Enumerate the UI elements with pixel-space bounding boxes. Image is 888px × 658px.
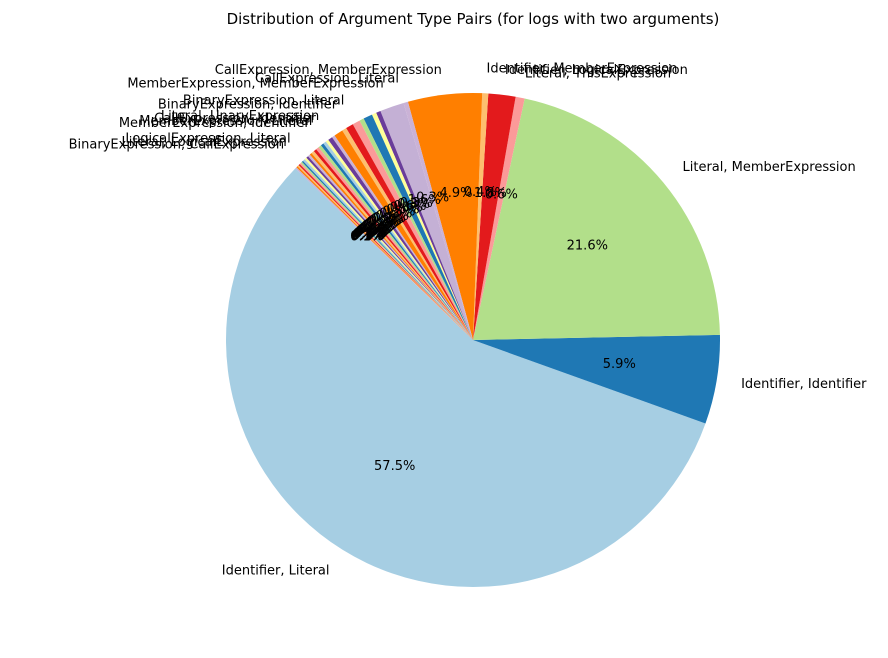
slice-percent-label: 0.6% — [393, 199, 426, 214]
slice-percent-label: 0.1% — [355, 225, 388, 240]
slice-percent-label: 0.5% — [386, 202, 419, 217]
pie-slice — [301, 160, 473, 340]
slice-percent-label: 0.1% — [351, 229, 384, 244]
pie-slice — [318, 145, 473, 340]
slice-percent-label: 0.1% — [357, 223, 390, 238]
slice-category-label: Literal, UnaryExpression — [161, 109, 319, 124]
slice-percent-label: 21.6% — [567, 239, 608, 254]
slice-percent-label: 0.1% — [358, 222, 391, 237]
pie-slice — [473, 93, 489, 340]
slice-category-label: Identifier, Literal — [222, 564, 330, 579]
slice-percent-label: 0.2% — [366, 216, 399, 231]
slice-category-label: BinaryExpression, Literal — [183, 94, 344, 109]
chart-title: Distribution of Argument Type Pairs (for… — [227, 10, 720, 28]
slice-category-label: CallExpression, MemberExpression — [215, 63, 442, 78]
slice-percent-label: 0.3% — [371, 212, 404, 227]
slice-percent-label: 0.2% — [367, 215, 400, 230]
slice-percent-label: 0.3% — [379, 207, 412, 222]
pie-slice — [308, 154, 473, 340]
pie-slice — [300, 161, 473, 340]
pie-slice — [473, 98, 720, 340]
slice-percent-label: 4.9% — [439, 186, 472, 201]
slice-percent-label: 0.3% — [416, 190, 449, 205]
slice-percent-label: 1.6% — [408, 193, 441, 208]
slice-percent-label: 0.1% — [353, 227, 386, 242]
slice-category-label: Literal, ThisExpression — [525, 66, 671, 81]
percent-labels: 57.5%5.9%21.6%0.6%1.8%0.4%4.9%0.3%1.6%0.… — [350, 185, 636, 474]
pie-slice — [328, 137, 473, 340]
slice-category-label: BinaryExpression, CallExpression — [69, 138, 284, 153]
pie-slice — [380, 102, 473, 340]
pie-slice — [299, 163, 473, 340]
slice-percent-label: 0.3% — [400, 196, 433, 211]
pie-slice — [323, 141, 473, 340]
pie-slice — [225, 168, 706, 587]
pie-slice — [403, 101, 473, 340]
pie-slice — [473, 96, 525, 341]
pie-slice — [313, 149, 473, 340]
slice-percent-label: 0.2% — [360, 220, 393, 235]
pie-slice — [473, 93, 516, 340]
slice-percent-label: 0.1% — [354, 226, 387, 241]
slice-category-label: MemberExpression, Identifier — [119, 116, 311, 131]
pie-slice — [371, 112, 473, 340]
slice-percent-label: 0.1% — [359, 221, 392, 236]
pie-slice — [325, 139, 473, 340]
pie-slice — [334, 130, 473, 340]
pie-slices — [225, 93, 721, 587]
pie-slice — [309, 153, 473, 340]
pie-slice — [296, 166, 473, 340]
slice-category-label: LogicalExpression, Literal — [125, 132, 290, 147]
pie-slice — [407, 93, 483, 341]
slice-percent-label: 0.2% — [373, 211, 406, 226]
pie-slice — [304, 157, 473, 340]
slice-category-label: MemberExpression, Literal — [139, 114, 312, 129]
pie-slice — [352, 120, 473, 340]
pie-slice — [363, 114, 473, 340]
slice-category-label: Literal, MemberExpression — [683, 160, 856, 175]
slice-category-label: MemberExpression, MemberExpression — [127, 76, 383, 91]
pie-slice — [342, 128, 473, 340]
slice-category-label: Identifier, MemberExpression — [487, 62, 678, 77]
slice-category-label: BinaryExpression, Identifier — [158, 98, 338, 113]
slice-category-label: Identifier, Identifier — [741, 377, 867, 392]
slice-percent-label: 0.2% — [369, 214, 402, 229]
slice-percent-label: 0.2% — [364, 217, 397, 232]
slice-percent-label: 0.1% — [353, 227, 386, 242]
slice-percent-label: 0.1% — [351, 228, 384, 243]
pie-slice — [302, 159, 473, 340]
pie-slice — [359, 118, 473, 340]
pie-slice — [311, 151, 473, 340]
slice-percent-label: 0.6% — [485, 188, 518, 203]
slice-percent-label: 0.3% — [390, 201, 423, 216]
slice-percent-label: 0.1% — [356, 224, 389, 239]
slice-percent-label: 5.9% — [603, 357, 636, 372]
pie-slice — [346, 124, 473, 341]
pie-slice — [306, 156, 473, 340]
slice-percent-label: 0.2% — [363, 218, 396, 233]
slice-percent-label: 0.3% — [397, 197, 430, 212]
slice-percent-label: 0.1% — [352, 228, 385, 243]
slice-category-label: CallExpression, Identifier — [154, 111, 316, 126]
slice-percent-label: 0.2% — [362, 219, 395, 234]
slice-percent-label: 0.5% — [382, 205, 415, 220]
slice-percent-label: 1.8% — [474, 186, 507, 201]
pie-slice — [376, 111, 473, 341]
slice-percent-label: 57.5% — [374, 459, 415, 474]
slice-category-label: Literal, LogicalExpression — [122, 135, 287, 150]
slice-percent-label: 0.4% — [464, 185, 497, 200]
pie-slice — [320, 143, 473, 340]
pie-slice — [295, 167, 473, 340]
pie-slice — [316, 147, 473, 340]
pie-slice — [298, 164, 473, 340]
slice-category-label: Identifier, LogicalExpression — [505, 63, 688, 78]
slice-percent-label: 0.6% — [376, 209, 409, 224]
pie-slice — [331, 135, 473, 340]
pie-slice — [297, 165, 473, 340]
pie-slice — [473, 334, 721, 424]
slice-category-label: CallExpression, Literal — [255, 72, 399, 87]
category-labels: Identifier, Literal Identifier, Identifie… — [69, 62, 867, 579]
slice-percent-label: 0.1% — [350, 230, 383, 245]
